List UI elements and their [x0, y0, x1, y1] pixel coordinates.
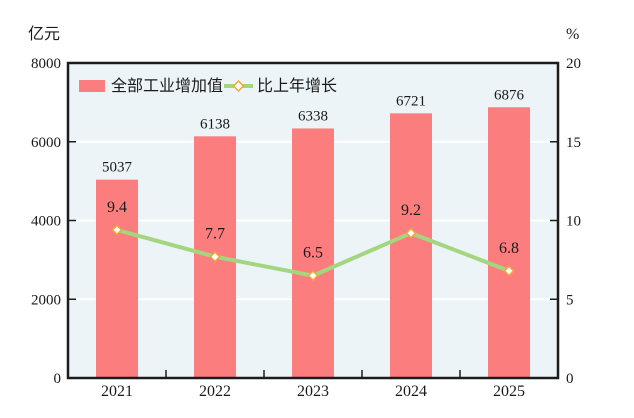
x-tick-label: 2021: [101, 383, 133, 400]
bar-value-label: 5037: [102, 160, 133, 176]
y-tick-label-left: 2000: [31, 292, 61, 308]
growth-value-label: 6.5: [303, 245, 323, 262]
line-marker: [503, 265, 515, 277]
line-marker: [307, 270, 319, 282]
y-tick-label-right: 10: [566, 214, 581, 230]
growth-value-label: 9.4: [107, 199, 127, 216]
bar-2023: [292, 128, 334, 378]
growth-value-label: 9.2: [401, 202, 421, 219]
bar-value-label: 6721: [396, 93, 426, 109]
bar-value-label: 6876: [494, 87, 525, 103]
line-marker: [111, 224, 123, 236]
growth-value-label: 7.7: [205, 226, 225, 243]
bar-value-label: 6338: [298, 108, 328, 124]
line-marker: [405, 227, 417, 239]
y-tick-label-left: 0: [54, 371, 62, 387]
y-tick-label-right: 20: [566, 56, 581, 72]
y-tick-label-right: 5: [566, 292, 574, 308]
x-tick-label: 2023: [297, 383, 329, 400]
x-tick-label: 2025: [493, 383, 525, 400]
bar-value-label: 6138: [200, 116, 230, 132]
line-marker: [209, 251, 221, 263]
bar-2025: [488, 107, 530, 378]
y-tick-label-left: 6000: [31, 135, 61, 151]
legend-bar-swatch: [79, 80, 105, 92]
left-axis-unit-label: 亿元: [28, 26, 61, 43]
growth-value-label: 6.8: [499, 240, 519, 257]
y-tick-label-left: 8000: [31, 56, 61, 72]
legend-label-bar: 全部工业增加值: [111, 77, 223, 95]
y-tick-label-left: 4000: [31, 214, 61, 230]
legend-label-line: 比上年增长: [257, 77, 337, 95]
x-tick-label: 2022: [199, 383, 231, 400]
right-axis-unit-label: %: [566, 26, 580, 43]
plot-border: [66, 61, 560, 380]
y-tick-label-right: 15: [566, 135, 581, 151]
bar-2021: [96, 179, 138, 378]
y-tick-label-right: 0: [566, 371, 574, 387]
bar-2024: [390, 113, 432, 378]
legend-line-marker: [232, 79, 245, 93]
x-tick-label: 2024: [395, 383, 427, 400]
